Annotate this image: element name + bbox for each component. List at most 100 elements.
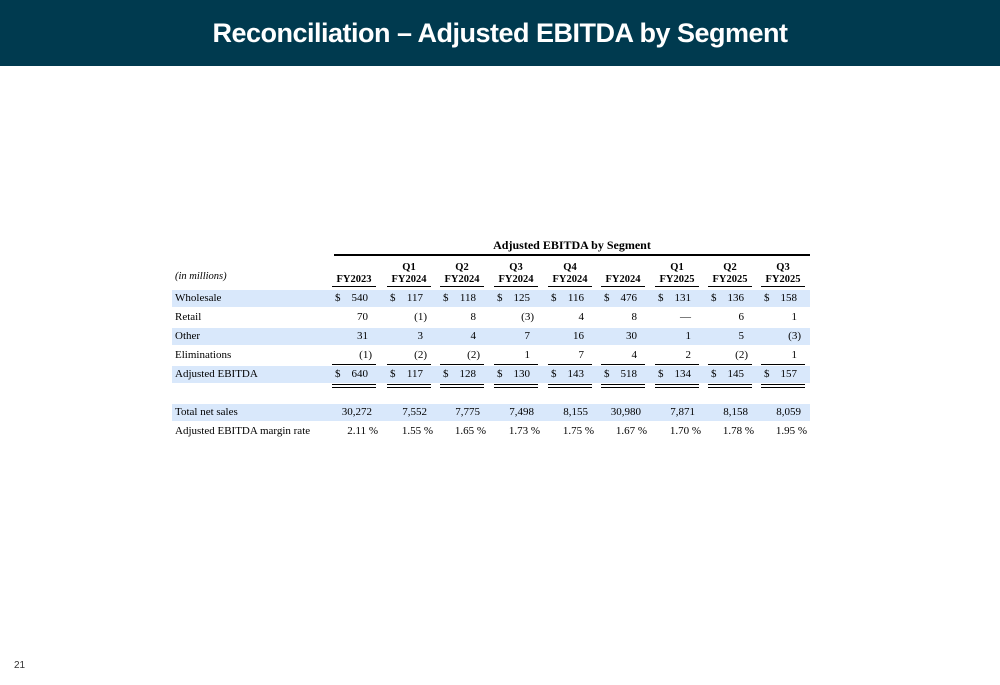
table-cell: 131 bbox=[674, 292, 692, 304]
total-double-rule bbox=[440, 384, 484, 388]
subtotal-rule bbox=[387, 364, 431, 365]
subtotal-rule bbox=[708, 364, 752, 365]
table-cell: 158 bbox=[780, 292, 798, 304]
total-double-rule bbox=[708, 384, 752, 388]
dollar-sign: $ bbox=[658, 368, 664, 380]
column-header-rule bbox=[332, 286, 376, 287]
table-row: Adjusted EBITDA $640 $117 $128 $130 $143 $518 $… bbox=[172, 366, 810, 383]
table-cell: 157 bbox=[780, 368, 798, 380]
column-header-period: Q3 bbox=[776, 262, 790, 273]
row-label: Other bbox=[175, 330, 201, 342]
subtotal-rule bbox=[440, 364, 484, 365]
total-double-rule bbox=[761, 384, 805, 388]
column-header-rule bbox=[494, 286, 538, 287]
table-cell: 8 bbox=[631, 311, 638, 323]
column-header-rule bbox=[761, 286, 805, 287]
table-cell: 70 bbox=[357, 311, 368, 323]
table-cell: 145 bbox=[727, 368, 745, 380]
column-header: FY2024 bbox=[599, 256, 647, 286]
table-cell: 7,552 bbox=[402, 406, 427, 418]
row-label: Adjusted EBITDA margin rate bbox=[175, 425, 311, 437]
dollar-sign: $ bbox=[390, 292, 396, 304]
column-header-year: FY2025 bbox=[659, 274, 695, 285]
table-cell: 30,272 bbox=[341, 406, 372, 418]
dollar-sign: $ bbox=[443, 368, 449, 380]
units-label: (in millions) bbox=[175, 271, 227, 282]
column-header-year: FY2025 bbox=[765, 274, 801, 285]
table-cell: 1 bbox=[685, 330, 692, 342]
column-header-rule bbox=[387, 286, 431, 287]
total-double-rule bbox=[655, 384, 699, 388]
table-cell: — bbox=[680, 311, 691, 323]
column-header-rule bbox=[601, 286, 645, 287]
table-row: Wholesale $540 $117 $118 $125 $116 $476 $131 $13… bbox=[172, 290, 810, 307]
column-header: Q4 FY2024 bbox=[546, 256, 594, 286]
table-cell: (3) bbox=[788, 330, 801, 342]
row-label: Wholesale bbox=[175, 292, 222, 304]
table-cell: 31 bbox=[357, 330, 368, 342]
subtotal-rule bbox=[494, 364, 538, 365]
page-title: Reconciliation – Adjusted EBITDA by Segm… bbox=[212, 17, 788, 48]
table-cell: 143 bbox=[567, 368, 585, 380]
table-row: Other 31 3 4 7 16 30 1 5 (3) bbox=[172, 328, 810, 345]
dollar-sign: $ bbox=[390, 368, 396, 380]
column-header-period: Q4 bbox=[563, 262, 577, 273]
column-header-rule bbox=[440, 286, 484, 287]
dollar-sign: $ bbox=[764, 368, 770, 380]
table-cell: (1) bbox=[359, 349, 372, 361]
dollar-sign: $ bbox=[658, 292, 664, 304]
table-cell: 476 bbox=[620, 292, 638, 304]
table-cell: 1 bbox=[791, 311, 798, 323]
column-header-rule bbox=[655, 286, 699, 287]
table-cell: 1 bbox=[524, 349, 531, 361]
table-cell: 7,775 bbox=[455, 406, 480, 418]
table-cell: 8,155 bbox=[563, 406, 588, 418]
dollar-sign: $ bbox=[497, 368, 503, 380]
total-double-rule bbox=[332, 384, 376, 388]
table-cell: 5 bbox=[738, 330, 745, 342]
column-header-year: FY2025 bbox=[712, 274, 748, 285]
table-cell: 7 bbox=[524, 330, 531, 342]
column-header-year: FY2024 bbox=[391, 274, 427, 285]
dollar-sign: $ bbox=[604, 368, 610, 380]
total-double-rule bbox=[387, 384, 431, 388]
title-bar: Reconciliation – Adjusted EBITDA by Segm… bbox=[0, 0, 1000, 66]
subtotal-rule bbox=[601, 364, 645, 365]
row-label: Retail bbox=[175, 311, 202, 323]
column-header: Q3 FY2025 bbox=[759, 256, 807, 286]
table-cell: 1.67 % bbox=[615, 425, 647, 437]
table-cell: 8,059 bbox=[776, 406, 801, 418]
row-label: Eliminations bbox=[175, 349, 232, 361]
table-cell: 134 bbox=[674, 368, 692, 380]
table-cell: (2) bbox=[414, 349, 427, 361]
table-cell: 7 bbox=[578, 349, 585, 361]
summary-row: Adjusted EBITDA margin rate 2.11 % 1.55 % 1… bbox=[172, 423, 810, 440]
dollar-sign: $ bbox=[711, 368, 717, 380]
table-cell: 16 bbox=[573, 330, 584, 342]
table-cell: 117 bbox=[406, 368, 423, 380]
column-header: FY2023 bbox=[330, 256, 378, 286]
column-header-period: Q3 bbox=[509, 262, 523, 273]
table-cell: 117 bbox=[406, 292, 423, 304]
column-header-rule bbox=[708, 286, 752, 287]
table-cell: 7,871 bbox=[670, 406, 695, 418]
table-cell: (1) bbox=[414, 311, 427, 323]
dollar-sign: $ bbox=[443, 292, 449, 304]
column-header: Q2 FY2025 bbox=[706, 256, 754, 286]
summary-row: Total net sales 30,272 7,552 7,775 7,498 8,15… bbox=[172, 404, 810, 421]
dollar-sign: $ bbox=[764, 292, 770, 304]
subtotal-rule bbox=[548, 364, 592, 365]
dollar-sign: $ bbox=[551, 292, 557, 304]
table-cell: 116 bbox=[567, 292, 584, 304]
table-cell: 1.55 % bbox=[401, 425, 433, 437]
table-cell: 4 bbox=[631, 349, 638, 361]
table-cell: 1.70 % bbox=[669, 425, 701, 437]
table-cell: 1.75 % bbox=[562, 425, 594, 437]
column-header: Q1 FY2025 bbox=[653, 256, 701, 286]
column-header-period: Q1 bbox=[402, 262, 416, 273]
column-header-year: FY2024 bbox=[552, 274, 588, 285]
table-cell: 640 bbox=[351, 368, 369, 380]
row-label: Adjusted EBITDA bbox=[175, 368, 258, 380]
table-cell: 1.95 % bbox=[775, 425, 807, 437]
table-cell: 3 bbox=[417, 330, 424, 342]
